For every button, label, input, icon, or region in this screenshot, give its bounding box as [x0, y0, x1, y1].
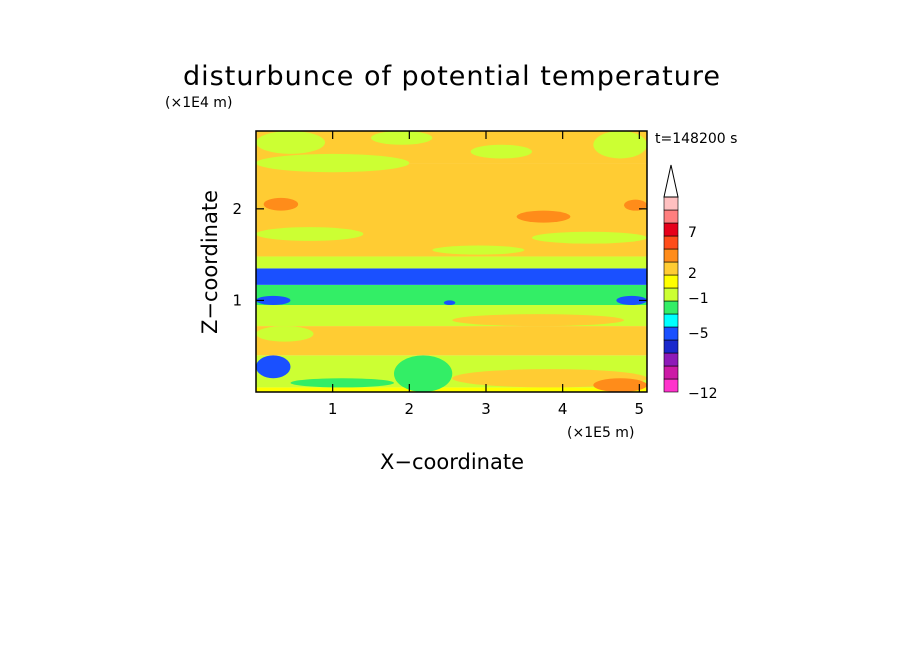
colorbar-segment-7: [663, 287, 679, 302]
chart-title: disturbunce of potential temperature: [183, 61, 721, 92]
colorbar-segment-9: [663, 261, 679, 276]
colorbar-segment-10: [663, 248, 679, 263]
plot-area: [255, 130, 648, 393]
contour-patch-12: [532, 231, 647, 244]
colorbar-tick-label: 2: [688, 266, 697, 282]
contour-patch-5: [256, 326, 314, 342]
colorbar-segment-0: [663, 378, 679, 393]
contour-patch-14: [256, 153, 410, 173]
colorbar-segment-4: [663, 326, 679, 341]
x-tick-label: 4: [558, 400, 568, 418]
colorbar-segment-2: [663, 352, 679, 367]
contour-band-5: [256, 268, 647, 285]
contour-patch-8: [263, 197, 299, 211]
colorbar-segment-3: [663, 339, 679, 354]
colorbar-segment-1: [663, 365, 679, 380]
contour-patch-1: [290, 378, 394, 388]
time-label: t=148200 s: [655, 131, 737, 147]
plot-frame: [255, 130, 648, 393]
y-tick-label: 1: [232, 291, 242, 309]
contour-patch-2: [394, 355, 453, 392]
colorbar-segment-12: [663, 222, 679, 237]
contour-band-0: [256, 387, 647, 392]
contour-patch-0: [256, 355, 291, 379]
contour-patch-7: [593, 378, 648, 393]
colorbar-segment-14: [663, 196, 679, 211]
colorbar-segment-6: [663, 300, 679, 315]
colorbar-tick-label: −12: [688, 386, 718, 402]
contour-patch-17: [593, 131, 648, 159]
contour-patch-9: [516, 210, 571, 223]
colorbar-segment-8: [663, 274, 679, 289]
x-axis-label: X−coordinate: [380, 450, 524, 474]
x-tick-label: 5: [635, 400, 645, 418]
contour-patch-19: [452, 314, 624, 327]
contour-patch-3: [256, 295, 291, 305]
colorbar-extend-arrow: [663, 164, 679, 198]
colorbar-segment-5: [663, 313, 679, 328]
contour-band-4: [256, 284, 647, 305]
contour-patch-15: [470, 144, 532, 159]
x-unit-label: (×1E5 m): [567, 425, 634, 441]
contour-patch-20: [443, 300, 456, 306]
contour-patch-4: [616, 295, 648, 305]
colorbar-tick-label: −1: [688, 291, 709, 307]
contour-patch-16: [256, 131, 325, 154]
y-unit-label: (×1E4 m): [165, 95, 232, 111]
contour-band-2: [256, 326, 647, 356]
colorbar-segment-13: [663, 209, 679, 224]
contour-band-6: [256, 256, 647, 269]
y-axis-label: Z−coordinate: [198, 190, 222, 334]
colorbar-tick-label: −5: [688, 326, 709, 342]
colorbar-tick-label: 7: [688, 225, 697, 241]
x-tick-label: 1: [328, 400, 338, 418]
x-axis-ticks: 1 2 3 4 5: [328, 131, 644, 418]
colorbar-segment-11: [663, 235, 679, 250]
contour-patch-18: [371, 131, 433, 145]
x-tick-label: 2: [405, 400, 415, 418]
contour-patch-13: [432, 245, 525, 255]
x-tick-label: 3: [481, 400, 491, 418]
y-axis-ticks: 12: [232, 200, 647, 309]
contour-patch-11: [255, 227, 364, 241]
y-tick-label: 2: [232, 200, 242, 218]
contour-patch-10: [624, 199, 647, 211]
colorbar: 7 2 −1 −5 −12: [663, 164, 718, 402]
